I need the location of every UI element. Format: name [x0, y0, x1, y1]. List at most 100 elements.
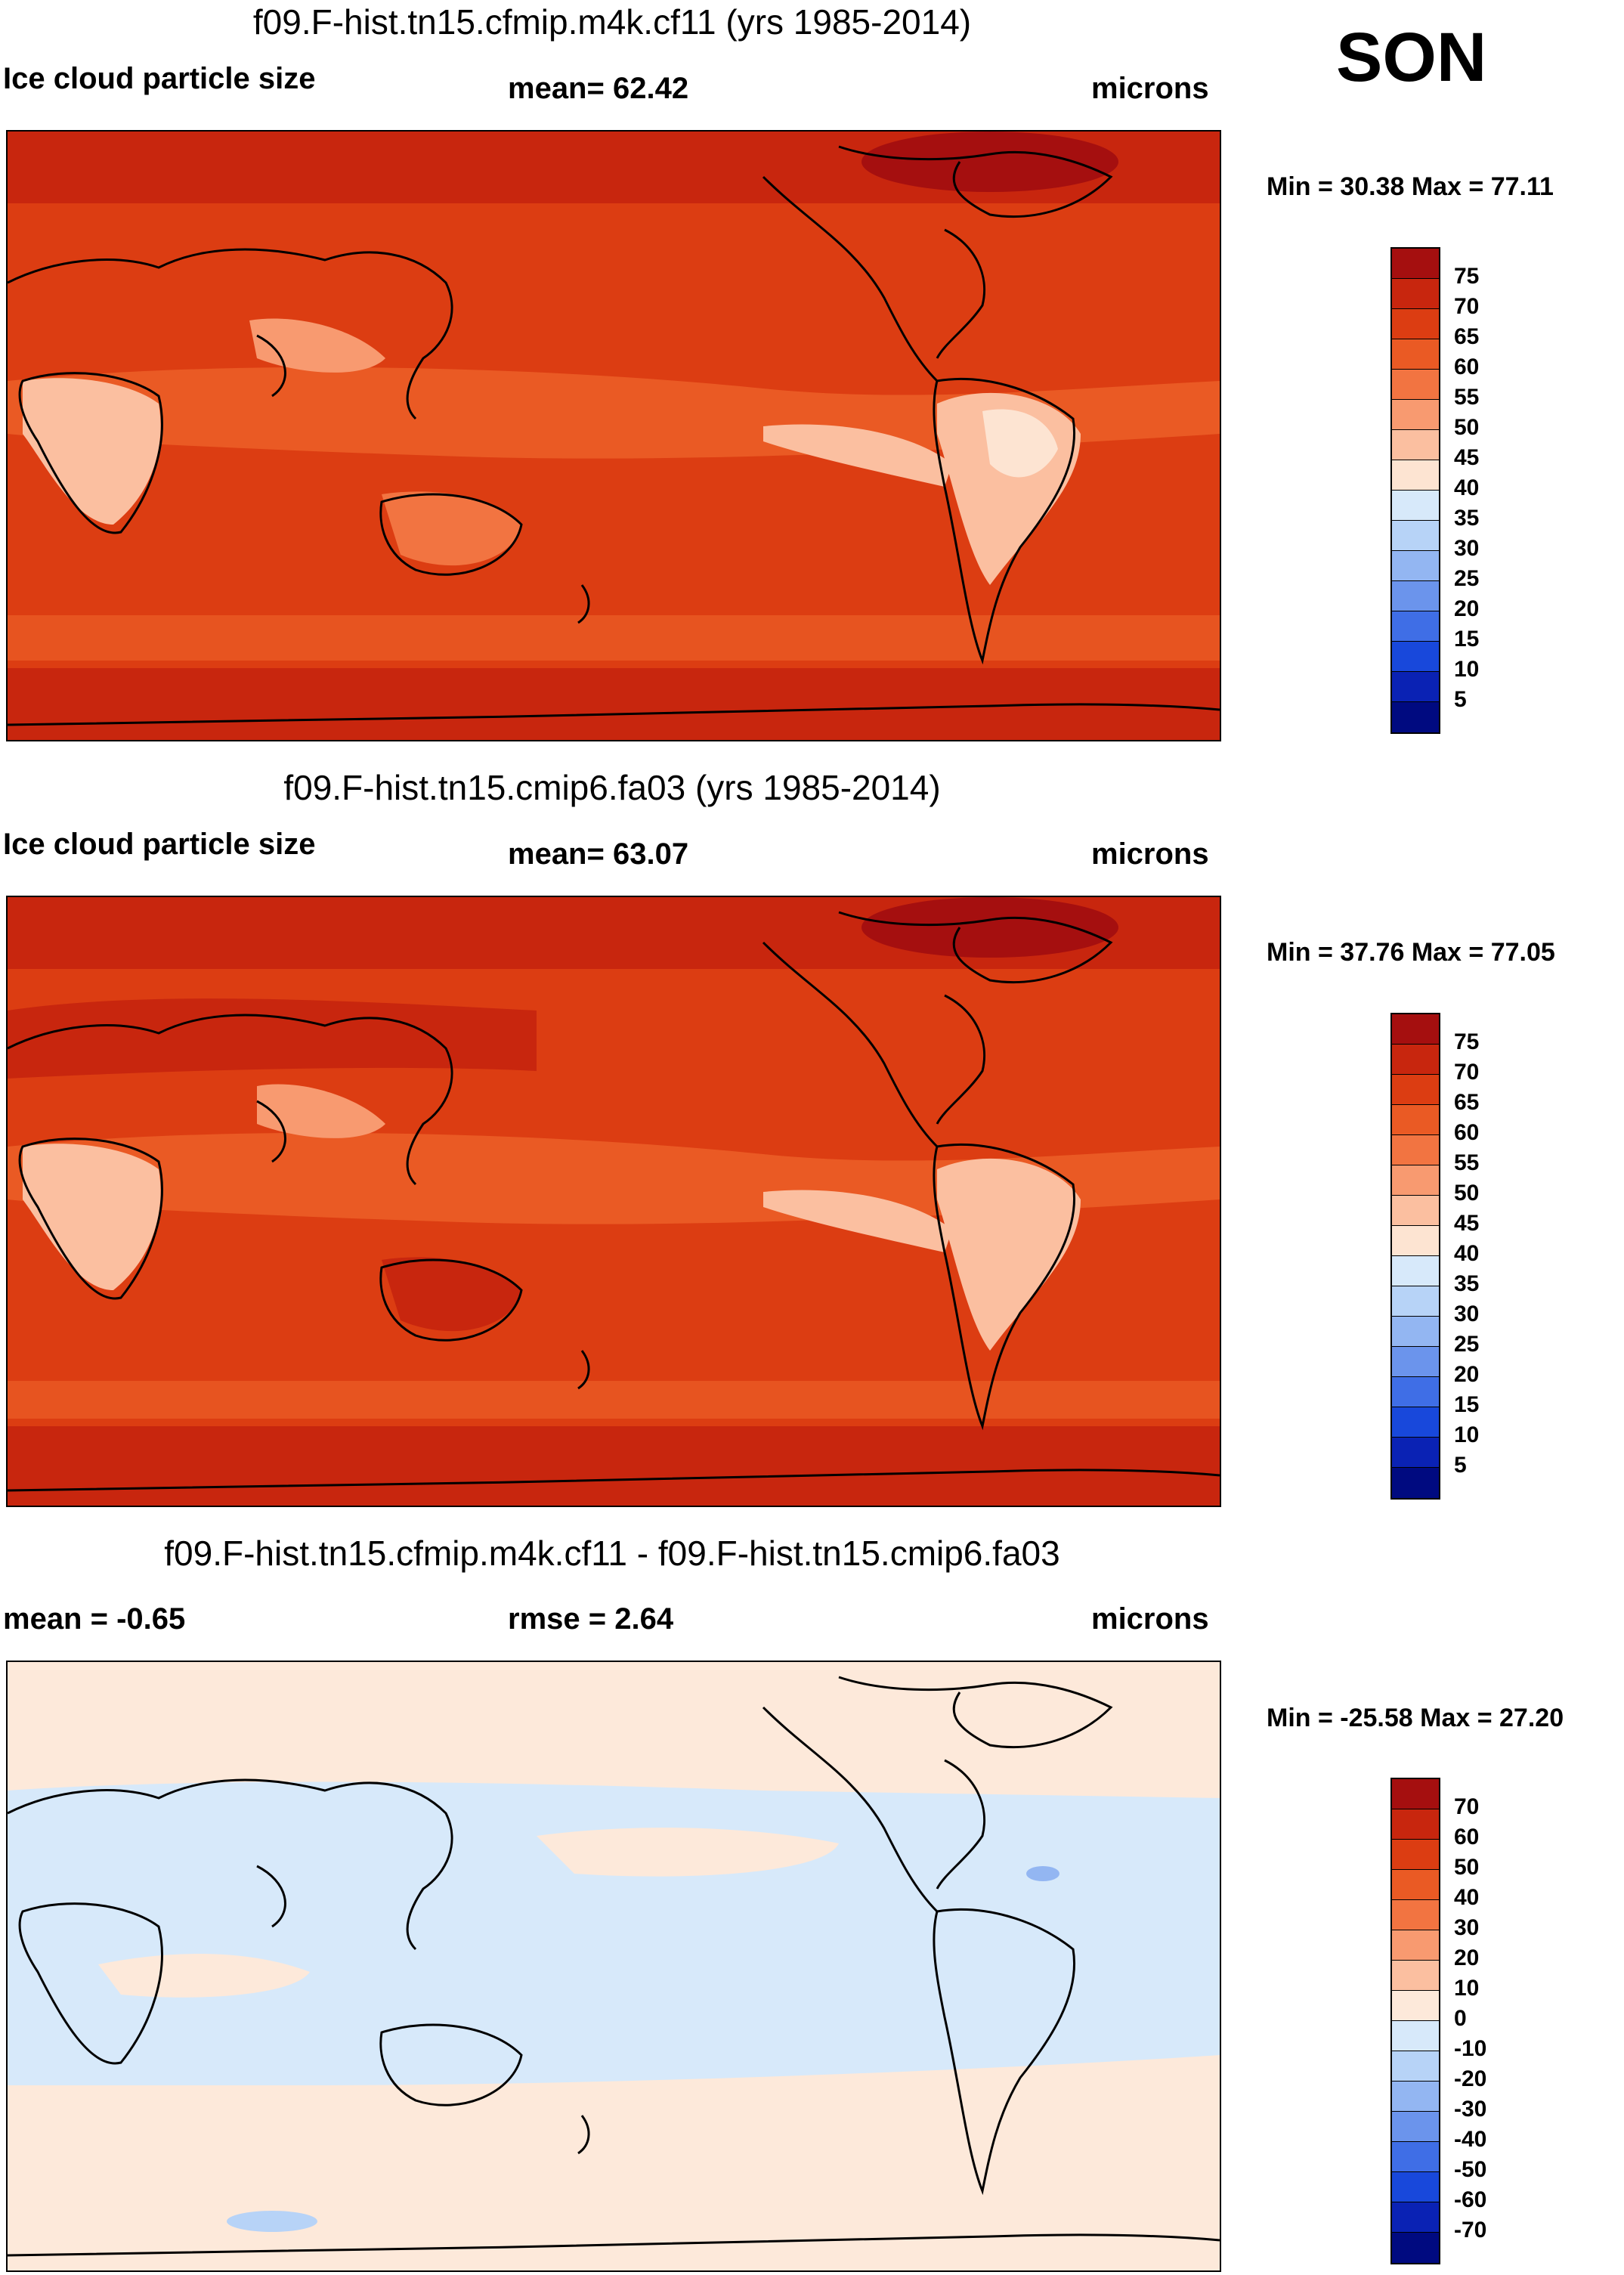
panel1-colorbar-label: 40	[1454, 475, 1480, 500]
panel2-mean-label: mean= 63.07	[508, 837, 689, 871]
panel1-southern-ocean-band	[8, 615, 1220, 661]
panel2-colorbar-segment	[1392, 1226, 1439, 1256]
panel1-colorbar-label: 45	[1454, 445, 1480, 470]
panel1-colorbar-label: 25	[1454, 566, 1480, 591]
panel1-variable-label: Ice cloud particle size	[3, 62, 316, 95]
panel2-colorbar	[1390, 1013, 1440, 1500]
panel2-title: f09.F-hist.tn15.cmip6.fa03 (yrs 1985-201…	[283, 768, 941, 807]
panel3-colorbar-label: 60	[1454, 1825, 1480, 1849]
panel2-colorbar-segment	[1392, 1286, 1439, 1317]
panel1-colorbar-segment	[1392, 581, 1439, 611]
panel1-colorbar	[1390, 247, 1440, 734]
panel1-colorbar-label: 65	[1454, 324, 1480, 349]
panel2-coastlines	[8, 911, 1220, 1492]
panel2-asia-light	[257, 1084, 385, 1138]
panel2-map	[6, 896, 1221, 1507]
panel2-tropical-band	[8, 1132, 1220, 1224]
panel2-colorbar-segment	[1392, 1317, 1439, 1347]
panel3-colorbar-segment	[1392, 1840, 1439, 1870]
panel2-samerica-light	[937, 1158, 1081, 1351]
panel3-antarctic-negative	[227, 2211, 317, 2232]
panel2-minmax-label: Min = 37.76 Max = 77.05	[1267, 938, 1555, 967]
panel2-colorbar-label: 70	[1454, 1060, 1480, 1085]
panel2-colorbar-segment	[1392, 1075, 1439, 1105]
panel1-colorbar-segment	[1392, 672, 1439, 702]
season-label: SON	[1336, 19, 1487, 96]
panel3-colorbar-segment	[1392, 1961, 1439, 1991]
panel3-colorbar-segment	[1392, 1991, 1439, 2021]
panel3-colorbar-label: -20	[1454, 2066, 1487, 2091]
panel2-colorbar-segment	[1392, 1468, 1439, 1498]
panel1-title: f09.F-hist.tn15.cfmip.m4k.cf11 (yrs 1985…	[252, 2, 972, 42]
panel1-colorbar-segment	[1392, 611, 1439, 642]
panel3-colorbar-label: -60	[1454, 2187, 1487, 2212]
panel1-colorbar-label: 50	[1454, 415, 1480, 440]
panel2-units-label: microns	[1091, 837, 1209, 871]
panel3-colorbar-segment	[1392, 2202, 1439, 2233]
panel1-colorbar-label: 35	[1454, 506, 1480, 531]
panel1-units-label: microns	[1091, 72, 1209, 105]
panel3-colorbar-label: 70	[1454, 1794, 1480, 1819]
panel3-colorbar-label: -70	[1454, 2218, 1487, 2242]
panel2-colorbar-label: 15	[1454, 1392, 1480, 1417]
panel3-colorbar-segment	[1392, 2112, 1439, 2142]
panel2-colorbar-label: 65	[1454, 1090, 1480, 1115]
panel1-colorbar-segment	[1392, 460, 1439, 491]
panel1-tropical-band	[8, 367, 1220, 459]
panel3-colorbar-label: -10	[1454, 2036, 1487, 2061]
panel3-colorbar-segment	[1392, 1809, 1439, 1840]
panel2-colorbar-label: 50	[1454, 1181, 1480, 1206]
panel3-amazon-negative	[1026, 1866, 1059, 1881]
panel2-colorbar-label: 35	[1454, 1271, 1480, 1296]
panel3-colorbar-label: 30	[1454, 1915, 1480, 1940]
panel1-minmax-label: Min = 30.38 Max = 77.11	[1267, 172, 1554, 201]
panel2-nh-midlat-dark	[8, 998, 537, 1079]
panel3-colorbar-segment	[1392, 1870, 1439, 1900]
panel2-colorbar-segment	[1392, 1045, 1439, 1075]
panel1-coastlines	[8, 145, 1220, 726]
panel2-antarctic-band	[8, 1426, 1220, 1506]
panel1-colorbar-segment	[1392, 430, 1439, 460]
panel1-colorbar-segment	[1392, 702, 1439, 732]
panel1-colorbar-label: 15	[1454, 627, 1480, 652]
panel3-colorbar-segment	[1392, 2082, 1439, 2112]
panel1-colorbar-label: 55	[1454, 385, 1480, 410]
panel3-io-positive	[98, 1954, 310, 1998]
panel3-colorbar-label: 10	[1454, 1976, 1480, 2001]
panel2-colorbar-segment	[1392, 1377, 1439, 1407]
panel2-colorbar-label: 45	[1454, 1211, 1480, 1236]
panel2-colorbar-segment	[1392, 1256, 1439, 1286]
panel1-asia-light	[249, 318, 385, 373]
panel2-colorbar-label: 55	[1454, 1150, 1480, 1175]
panel1-colorbar-label: 10	[1454, 657, 1480, 682]
panel1-colorbar-segment	[1392, 249, 1439, 279]
panel3-title: f09.F-hist.tn15.cfmip.m4k.cf11 - f09.F-h…	[164, 1534, 1060, 1573]
panel3-minmax-label: Min = -25.58 Max = 27.20	[1267, 1704, 1564, 1732]
panel3-colorbar-segment	[1392, 2021, 1439, 2051]
panel1-colorbar-label: 70	[1454, 294, 1480, 319]
panel2-colorbar-segment	[1392, 1105, 1439, 1135]
panel2-spcz-light	[763, 1190, 952, 1252]
panel3-colorbar	[1390, 1778, 1440, 2264]
panel2-colorbar-segment	[1392, 1438, 1439, 1468]
panel3-rmse-label: rmse = 2.64	[508, 1602, 674, 1636]
panel3-map	[6, 1661, 1221, 2272]
panel3-colorbar-label: 20	[1454, 1945, 1480, 1970]
panel1-africa-light	[23, 378, 161, 525]
panel2-colorbar-label: 75	[1454, 1029, 1480, 1054]
panel3-colorbar-segment	[1392, 2172, 1439, 2202]
panel2-colorbar-label: 20	[1454, 1362, 1480, 1387]
panel2-colorbar-segment	[1392, 1196, 1439, 1226]
panel1-colorbar-label: 20	[1454, 596, 1480, 621]
panel1-colorbar-label: 75	[1454, 264, 1480, 289]
panel3-colorbar-segment	[1392, 1930, 1439, 1961]
panel3-colorbar-label: 40	[1454, 1885, 1480, 1910]
panel1-colorbar-segment	[1392, 370, 1439, 400]
panel1-colorbar-label: 5	[1454, 687, 1467, 712]
panel3-colorbar-segment	[1392, 2142, 1439, 2172]
panel2-colorbar-label: 25	[1454, 1332, 1480, 1357]
panel2-colorbar-segment	[1392, 1347, 1439, 1377]
panel1-greenland-max	[861, 132, 1118, 192]
panel1-colorbar-segment	[1392, 309, 1439, 339]
panel3-colorbar-segment	[1392, 1900, 1439, 1930]
